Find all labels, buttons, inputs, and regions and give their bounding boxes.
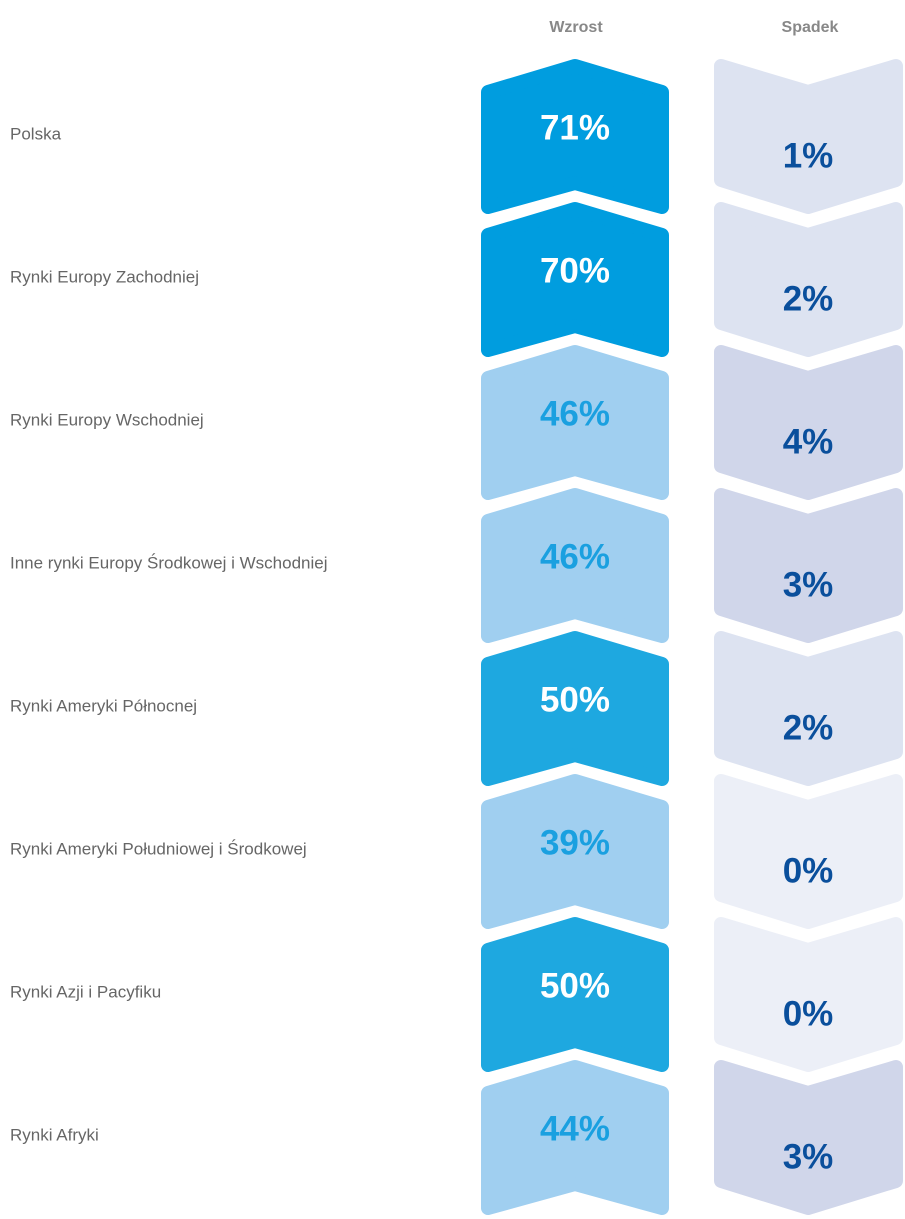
decline-value: 0% xyxy=(783,994,834,1033)
growth-value: 50% xyxy=(540,966,610,1005)
decline-value: 2% xyxy=(783,708,834,747)
arrow xyxy=(481,488,669,643)
row-label: Rynki Europy Wschodniej xyxy=(10,410,204,429)
decline-value: 2% xyxy=(783,279,834,318)
row-label: Rynki Azji i Pacyfiku xyxy=(10,982,161,1001)
decline-value: 3% xyxy=(783,1137,834,1176)
growth-value: 50% xyxy=(540,680,610,719)
arrow xyxy=(481,917,669,1072)
growth-value: 46% xyxy=(540,394,610,433)
growth-value: 39% xyxy=(540,823,610,862)
growth-value: 44% xyxy=(540,1109,610,1148)
row-label: Rynki Ameryki Południowej i Środkowej xyxy=(10,839,307,858)
arrow xyxy=(481,202,669,357)
arrow xyxy=(714,345,903,500)
decline-value: 4% xyxy=(783,422,834,461)
column-header: Spadek xyxy=(782,19,839,36)
decline-value: 1% xyxy=(783,136,834,175)
arrow xyxy=(481,774,669,929)
arrow xyxy=(714,202,903,357)
row-label: Rynki Afryki xyxy=(10,1125,99,1144)
growth-value: 46% xyxy=(540,537,610,576)
arrow xyxy=(714,1060,903,1215)
arrow xyxy=(714,917,903,1072)
arrow xyxy=(714,774,903,929)
row-label: Rynki Ameryki Północnej xyxy=(10,696,197,715)
arrow xyxy=(481,631,669,786)
arrow xyxy=(714,488,903,643)
decline-value: 0% xyxy=(783,851,834,890)
decline-value: 3% xyxy=(783,565,834,604)
growth-value: 71% xyxy=(540,108,610,147)
arrow xyxy=(481,1060,669,1215)
column-header: Wzrost xyxy=(549,19,603,36)
arrow xyxy=(714,59,903,214)
row-label: Rynki Europy Zachodniej xyxy=(10,267,199,286)
growth-value: 70% xyxy=(540,251,610,290)
arrow xyxy=(481,59,669,214)
arrow xyxy=(481,345,669,500)
row-label: Polska xyxy=(10,124,62,143)
row-label: Inne rynki Europy Środkowej i Wschodniej xyxy=(10,553,327,572)
arrow xyxy=(714,631,903,786)
